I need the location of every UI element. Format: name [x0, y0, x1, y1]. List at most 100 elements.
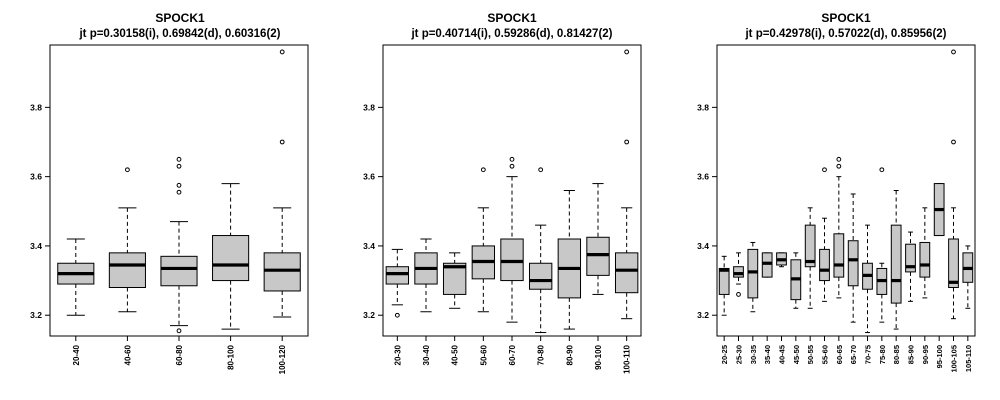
- iqr-box: [263, 252, 301, 292]
- box-55-60: [819, 167, 830, 302]
- outlier-point: [836, 163, 842, 169]
- box-20-40: [57, 238, 95, 316]
- plot-frame: [716, 44, 976, 337]
- iqr-box: [108, 252, 146, 289]
- outlier-point: [279, 49, 285, 55]
- iqr-box: [500, 238, 524, 282]
- x-tick-label: 60-80: [175, 344, 184, 365]
- chart-title: SPOCK1: [155, 11, 205, 25]
- x-tick-label: 30-35: [749, 345, 758, 364]
- iqr-box: [833, 233, 845, 278]
- box-100-120: [263, 49, 301, 318]
- iqr-box: [747, 248, 759, 299]
- box-70-80: [528, 167, 553, 334]
- iqr-box: [847, 240, 859, 287]
- chart-subtitle: jt p=0.40714(i), 0.59286(d), 0.81427(2): [410, 28, 612, 40]
- x-tick-label: 105-110: [964, 345, 973, 372]
- box-60-65: [833, 156, 845, 299]
- y-tick-label: 3.4: [697, 241, 709, 251]
- outlier-point: [394, 312, 400, 318]
- box-80-100: [212, 183, 250, 330]
- panel-5-year-bins: SPOCK1 jt p=0.42978(i), 0.57022(d), 0.859…: [697, 11, 976, 373]
- box-85-90: [905, 231, 916, 302]
- x-tick-label: 40-60: [123, 344, 132, 365]
- iqr-box: [819, 248, 830, 282]
- outlier-point: [822, 167, 827, 173]
- x-tick-label: 20-25: [720, 345, 729, 364]
- outlier-point: [951, 49, 956, 55]
- x-tick-label: 50-60: [479, 344, 488, 365]
- iqr-box: [528, 262, 553, 290]
- box-60-80: [160, 156, 198, 334]
- box-25-30: [733, 252, 744, 297]
- outlier-point: [176, 189, 182, 195]
- x-tick-label: 60-70: [508, 344, 517, 365]
- box-60-70: [500, 156, 524, 323]
- box-50-55: [804, 207, 816, 309]
- x-tick-label: 80-100: [227, 344, 236, 369]
- box-50-60: [471, 167, 496, 313]
- box-40-45: [776, 252, 787, 268]
- chart-subtitle: jt p=0.42978(i), 0.57022(d), 0.85956(2): [744, 28, 946, 40]
- outlier-point: [879, 167, 885, 173]
- x-tick-label: 100-110: [623, 344, 632, 373]
- iqr-box: [442, 262, 467, 295]
- box-70-75: [862, 224, 873, 334]
- box-90-95: [919, 207, 931, 299]
- x-tick-label: 30-40: [422, 344, 431, 365]
- box-100-110: [614, 49, 639, 320]
- y-tick-label: 3.6: [30, 172, 42, 182]
- iqr-box: [586, 236, 610, 276]
- chart-title: SPOCK1: [821, 11, 871, 25]
- x-tick-label: 90-100: [594, 344, 603, 369]
- iqr-box: [890, 224, 902, 304]
- iqr-box: [919, 241, 931, 278]
- y-tick-label: 3.2: [697, 310, 709, 320]
- x-tick-label: 65-70: [849, 345, 858, 364]
- iqr-box: [160, 255, 198, 287]
- box-75-80: [876, 167, 888, 323]
- x-tick-label: 100-120: [278, 344, 287, 374]
- outlier-point: [176, 163, 182, 169]
- box-20-25: [718, 255, 730, 316]
- x-tick-label: 40-50: [451, 344, 460, 365]
- x-tick-label: 40-45: [778, 345, 787, 364]
- box-90-100: [586, 183, 610, 295]
- iqr-box: [761, 252, 773, 278]
- x-tick-label: 20-30: [393, 344, 402, 365]
- x-tick-label: 75-80: [878, 345, 887, 364]
- x-tick-label: 70-75: [864, 345, 873, 364]
- box-95-100: [933, 183, 945, 237]
- iqr-box: [212, 235, 250, 282]
- panel-10-year-bins: SPOCK1 jt p=0.40714(i), 0.59286(d), 0.814…: [363, 11, 642, 374]
- box-80-90: [557, 190, 582, 330]
- x-tick-label: 45-50: [792, 345, 801, 364]
- box-40-60: [108, 167, 146, 313]
- y-tick-label: 3.6: [363, 172, 375, 182]
- iqr-box: [948, 238, 959, 288]
- plot-frame: [382, 44, 642, 337]
- outlier-point: [509, 163, 515, 169]
- panel-20-year-bins: SPOCK1 jt p=0.30158(i), 0.69842(d), 0.603…: [30, 11, 309, 374]
- box-80-85: [890, 190, 902, 330]
- outlier-point: [480, 167, 486, 173]
- box-65-70: [847, 193, 859, 323]
- x-tick-label: 35-40: [763, 345, 772, 364]
- y-tick-label: 3.2: [30, 310, 42, 320]
- outlier-point: [125, 167, 130, 173]
- box-40-50: [442, 252, 467, 309]
- x-tick-label: 80-90: [565, 344, 574, 365]
- x-tick-label: 20-40: [72, 344, 81, 365]
- outlier-point: [624, 139, 630, 145]
- outlier-point: [176, 182, 182, 188]
- y-tick-label: 3.6: [697, 172, 709, 182]
- box-45-50: [790, 252, 802, 309]
- x-tick-label: 50-55: [806, 345, 815, 364]
- x-tick-label: 85-90: [907, 345, 916, 364]
- box-105-110: [962, 245, 974, 309]
- chart-subtitle: jt p=0.30158(i), 0.69842(d), 0.60316(2): [78, 28, 280, 40]
- iqr-box: [905, 243, 916, 273]
- chart-title: SPOCK1: [487, 11, 537, 25]
- x-tick-label: 95-100: [935, 345, 944, 368]
